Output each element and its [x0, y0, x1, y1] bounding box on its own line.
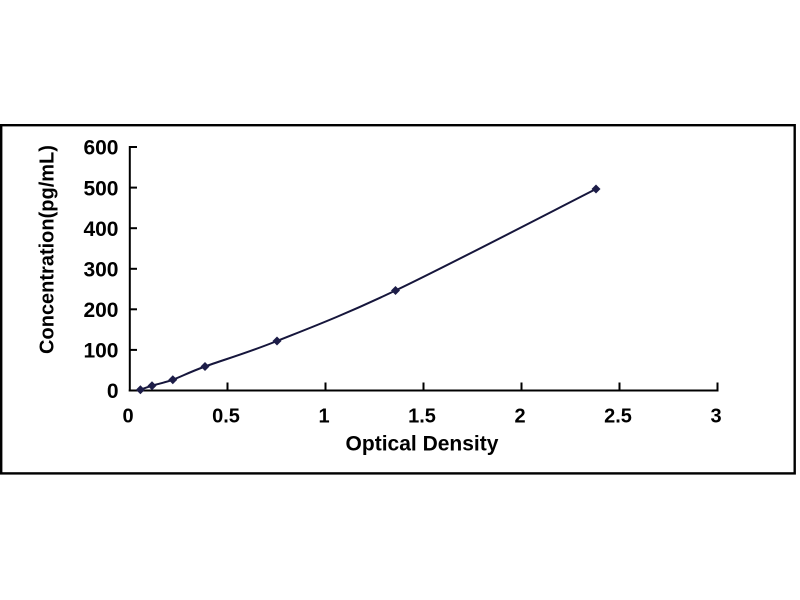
svg-text:300: 300 — [83, 259, 118, 282]
svg-text:3: 3 — [710, 406, 721, 428]
svg-text:100: 100 — [83, 340, 118, 363]
svg-text:Concentration(pg/mL): Concentration(pg/mL) — [37, 145, 59, 354]
svg-text:1: 1 — [318, 406, 329, 428]
svg-text:1.5: 1.5 — [408, 406, 436, 428]
svg-text:0.5: 0.5 — [212, 406, 240, 428]
svg-text:400: 400 — [83, 218, 118, 241]
svg-text:600: 600 — [83, 137, 118, 160]
svg-text:2: 2 — [514, 406, 525, 428]
svg-text:200: 200 — [83, 299, 118, 322]
svg-text:2.5: 2.5 — [604, 406, 632, 428]
svg-text:Optical Density: Optical Density — [346, 433, 499, 456]
svg-text:0: 0 — [122, 406, 133, 428]
svg-text:0: 0 — [107, 380, 119, 403]
svg-text:500: 500 — [83, 177, 118, 200]
